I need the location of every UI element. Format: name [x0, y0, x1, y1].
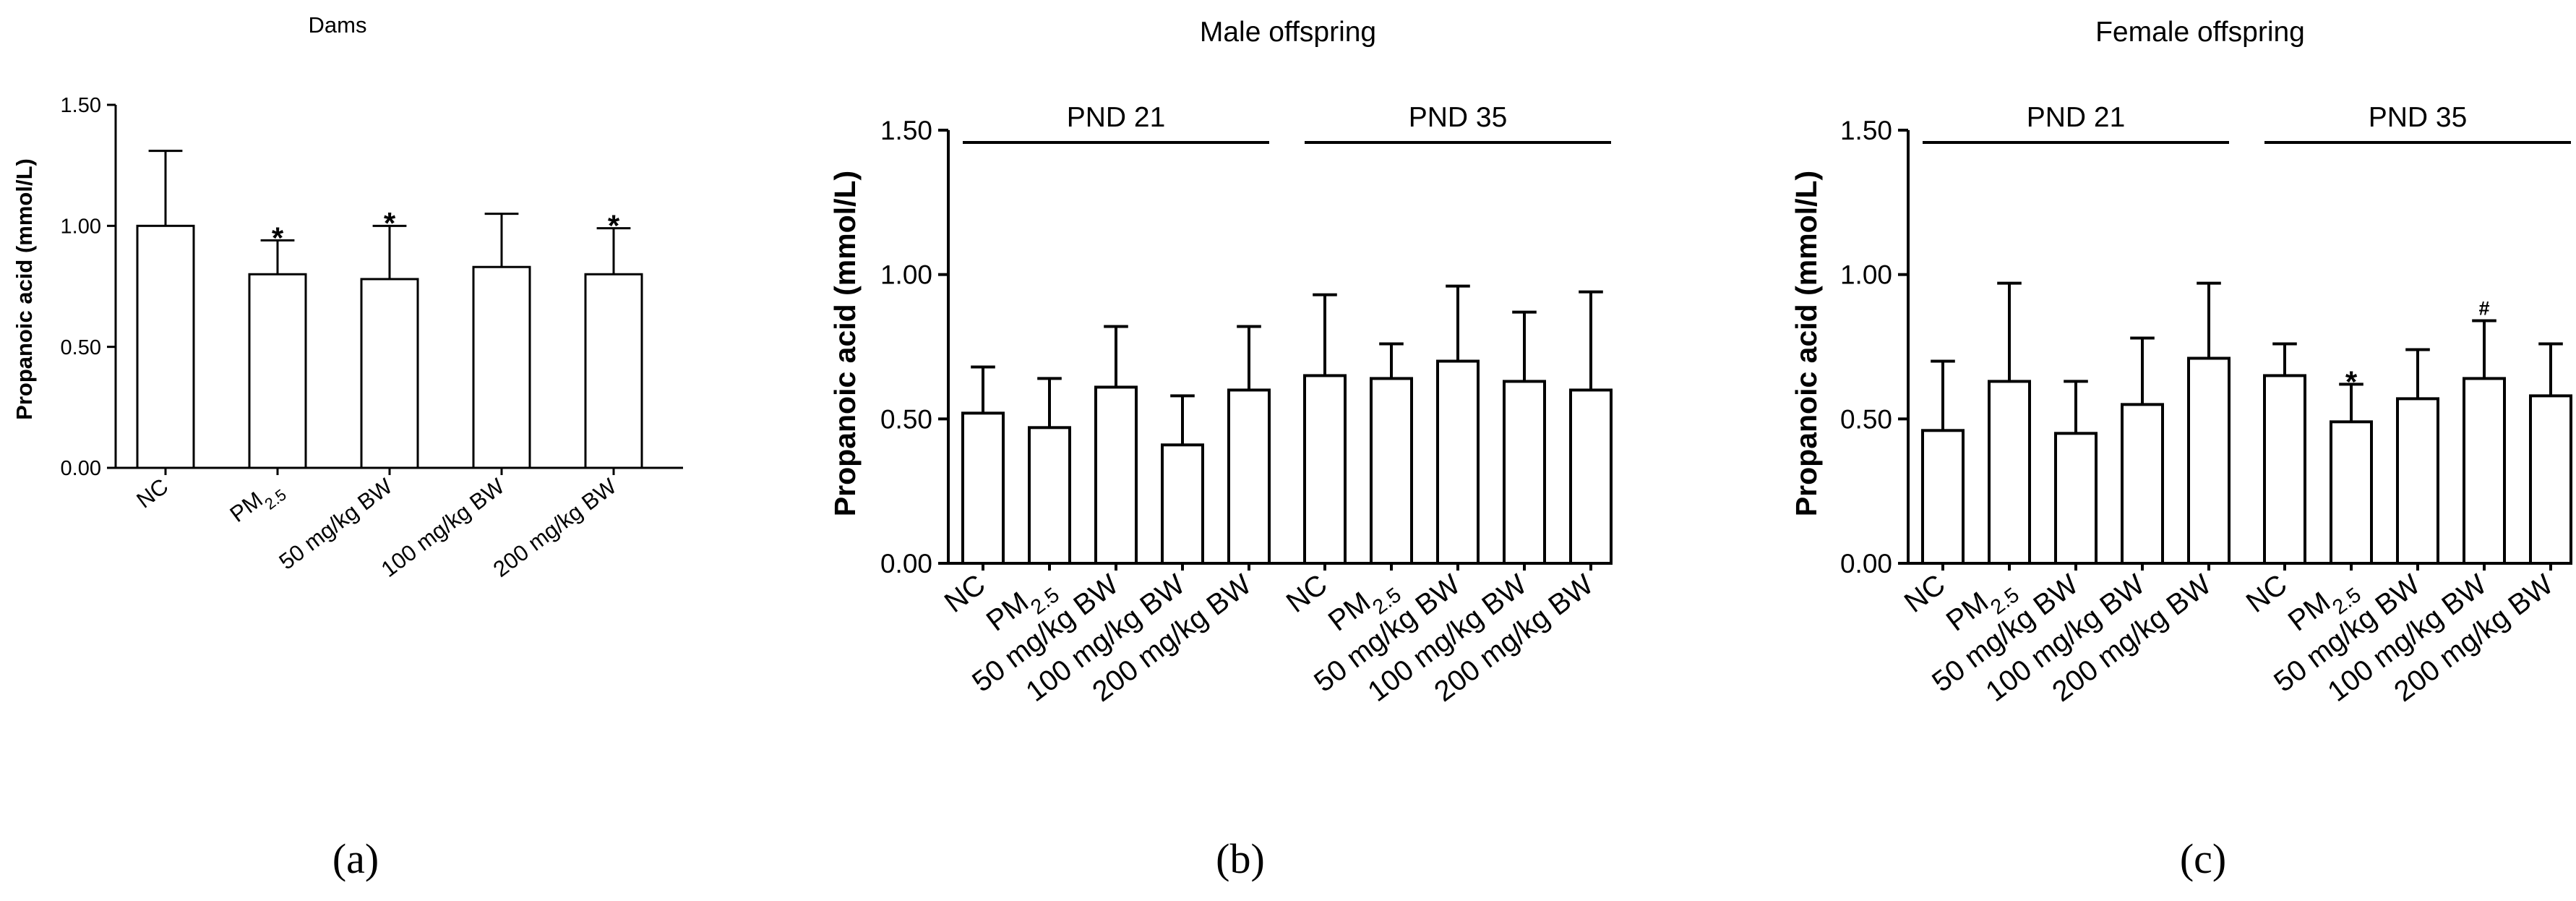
- panel-label: (b): [1216, 835, 1265, 882]
- bar: [2396, 397, 2439, 565]
- bar: [1028, 426, 1071, 565]
- bar: [1569, 388, 1613, 565]
- bar: [1988, 380, 2031, 565]
- y-tick-label: 1.50: [1840, 116, 1892, 145]
- y-tick-label: 0.50: [61, 336, 101, 359]
- bar: [1503, 380, 1546, 565]
- bar: [2330, 420, 2373, 565]
- panel-b: Male offspring Propanoic acid (mmol/L) (…: [828, 17, 1613, 882]
- chart-title: Male offspring: [1200, 17, 1376, 48]
- bar: [2463, 377, 2506, 565]
- significance-mark: *: [608, 209, 620, 243]
- bar: [584, 273, 643, 469]
- y-tick-label: 0.50: [1840, 404, 1892, 434]
- panel-label: (a): [332, 835, 379, 882]
- chart-title: Dams: [309, 12, 367, 38]
- panel-label: (c): [2180, 835, 2226, 882]
- group-label: PND 35: [1409, 102, 1508, 133]
- x-tick-label: NC: [132, 474, 173, 513]
- group-label: PND 35: [2369, 102, 2468, 133]
- bar: [2529, 394, 2572, 565]
- bar: [472, 265, 531, 469]
- bar: [136, 224, 195, 469]
- significance-mark: *: [272, 221, 284, 255]
- x-tick-label: 200 mg/kg BW: [489, 473, 622, 582]
- bar: [360, 278, 419, 469]
- bar: [2054, 432, 2098, 565]
- bar: [248, 273, 307, 469]
- y-tick-label: 0.00: [1840, 549, 1892, 578]
- bar: [1436, 359, 1480, 565]
- bar: [1370, 377, 1413, 565]
- group-label: PND 21: [2027, 102, 2126, 133]
- significance-mark: *: [2345, 364, 2358, 398]
- y-tick-label: 1.50: [880, 116, 932, 145]
- x-tick-label: 100 mg/kg BW: [377, 473, 510, 582]
- bar: [2187, 356, 2231, 565]
- bar: [1161, 443, 1204, 565]
- bar: [961, 411, 1005, 565]
- chart-title: Female offspring: [2095, 17, 2305, 48]
- panel-c: Female offspring Propanoic acid (mmol/L)…: [1790, 17, 2572, 882]
- y-tick-label: 0.00: [61, 457, 101, 480]
- panel-a: Dams Propanoic acid (mmol/L) (a) 0.00 0.5…: [12, 12, 683, 882]
- bar: [2263, 374, 2306, 565]
- y-axis-label: Propanoic acid (mmol/L): [1790, 171, 1823, 516]
- y-tick-label: 0.50: [880, 404, 932, 434]
- significance-mark: #: [2478, 298, 2489, 320]
- y-tick-label: 0.00: [880, 549, 932, 578]
- subscript: 2.5: [261, 485, 289, 513]
- y-tick-label: 1.00: [880, 260, 932, 290]
- significance-mark: *: [384, 206, 396, 240]
- bar: [1921, 429, 1965, 565]
- bar: [1303, 374, 1347, 565]
- x-tick-label: PM2.5: [226, 474, 290, 534]
- y-tick-label: 1.00: [61, 215, 101, 238]
- group-label: PND 21: [1067, 102, 1166, 133]
- y-axis-label: Propanoic acid (mmol/L): [12, 158, 37, 420]
- y-tick-label: 1.00: [1840, 260, 1892, 290]
- bar: [1094, 385, 1138, 565]
- y-tick-label: 1.50: [61, 94, 101, 117]
- bar: [1227, 388, 1271, 565]
- y-axis-label: Propanoic acid (mmol/L): [828, 171, 862, 516]
- bar: [2121, 403, 2164, 565]
